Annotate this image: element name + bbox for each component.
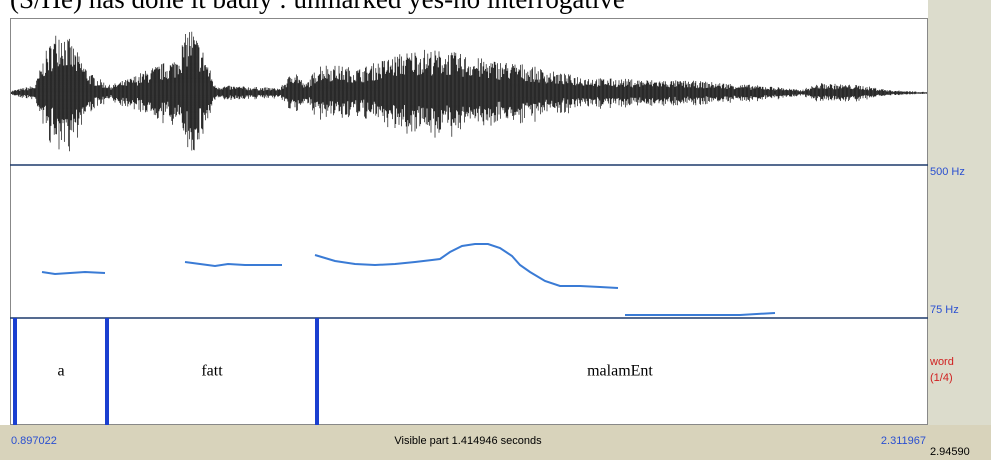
pitch-contour [42, 244, 775, 315]
visible-duration: Visible part 1.414946 seconds [394, 435, 542, 447]
total-time: 2.94590 [930, 446, 970, 458]
start-time: 0.897022 [11, 435, 57, 447]
interval-label[interactable]: a [57, 363, 64, 380]
pitch-segment [185, 262, 282, 266]
pitch-segment [315, 244, 618, 288]
end-time: 2.311967 [881, 435, 926, 447]
editor: (S/He) has done it badly : unmarked yes-… [0, 0, 991, 460]
pitch-segment [42, 272, 105, 274]
pitch-min: 75 Hz [930, 304, 959, 316]
title: (S/He) has done it badly : unmarked yes-… [10, 0, 625, 14]
praat-window: (S/He) has done it badly : unmarked yes-… [0, 0, 991, 460]
right-margin [928, 0, 991, 460]
waveform-trace [11, 32, 927, 152]
waveform [11, 32, 927, 152]
tier-count: (1/4) [930, 372, 953, 384]
interval-label[interactable]: malamEnt [587, 363, 653, 380]
tier-name: word [929, 356, 954, 368]
interval-label[interactable]: fatt [201, 363, 223, 380]
left-margin [0, 0, 10, 425]
pitch-max: 500 Hz [930, 166, 965, 178]
pitch-segment [625, 313, 775, 315]
